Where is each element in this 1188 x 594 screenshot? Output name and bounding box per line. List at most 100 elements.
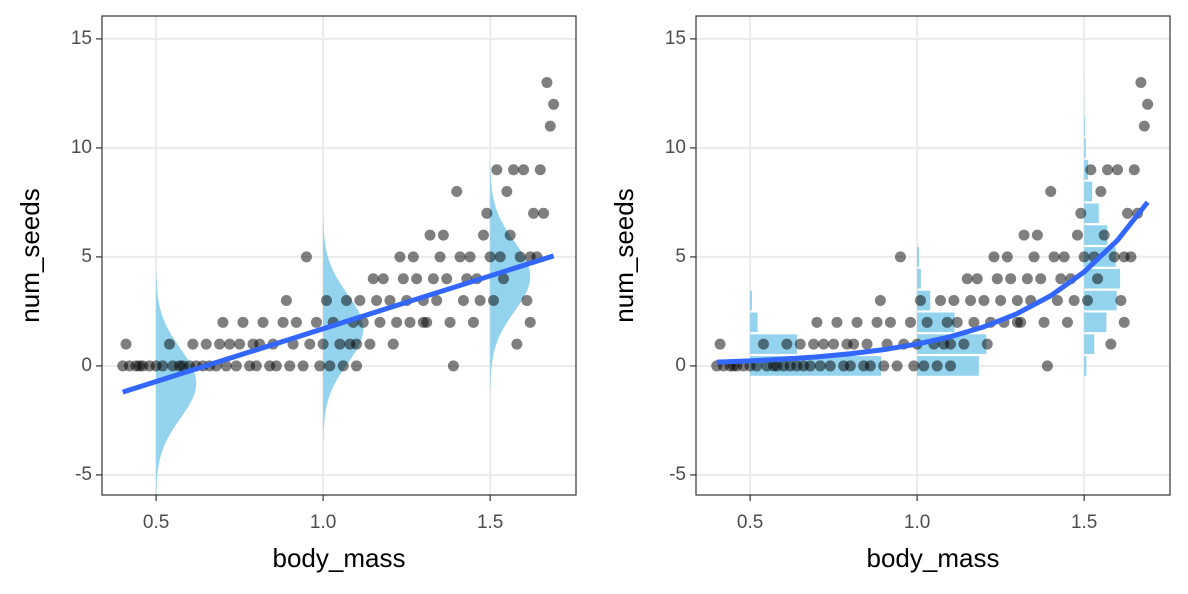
point <box>457 295 469 307</box>
probability-bar <box>750 312 758 333</box>
point <box>1095 186 1107 198</box>
x-tick-label: 1.0 <box>904 512 930 533</box>
point <box>280 295 292 307</box>
density <box>490 164 531 389</box>
probability-bar <box>1084 356 1087 376</box>
fit-line <box>716 200 1150 365</box>
point <box>548 98 560 110</box>
point <box>1011 316 1023 328</box>
point <box>1031 229 1043 241</box>
point <box>824 360 836 372</box>
point <box>828 338 840 350</box>
point <box>1018 229 1030 241</box>
point <box>1038 316 1050 328</box>
y-tick-label: 10 <box>665 137 686 158</box>
point <box>431 295 443 307</box>
point <box>504 229 516 241</box>
point <box>314 360 326 372</box>
probability-bar <box>1084 225 1108 245</box>
point <box>257 316 269 328</box>
point <box>324 360 336 372</box>
point <box>284 360 296 372</box>
point <box>187 338 199 350</box>
x-tick-label: 1.5 <box>477 512 503 533</box>
point <box>904 316 916 328</box>
point <box>1078 251 1090 263</box>
point <box>1061 316 1073 328</box>
point <box>1115 295 1127 307</box>
point <box>351 360 363 372</box>
point <box>498 273 510 285</box>
density <box>323 217 364 441</box>
y-tick-label: 10 <box>71 137 92 158</box>
point <box>230 360 242 372</box>
point <box>481 207 493 219</box>
point <box>384 295 396 307</box>
point <box>234 338 246 350</box>
probability-bar <box>1084 138 1086 158</box>
point <box>477 229 489 241</box>
point <box>965 295 977 307</box>
point <box>434 251 446 263</box>
point <box>494 251 506 263</box>
point <box>451 186 463 198</box>
point <box>501 186 513 198</box>
point <box>988 251 1000 263</box>
x-tick-label: 0.5 <box>143 512 169 533</box>
point <box>981 338 993 350</box>
point <box>528 207 540 219</box>
panel: 0.5 1.0 1.5 -5 0 5 10 15 body_mass num_seeds <box>15 15 577 573</box>
point <box>464 251 476 263</box>
point <box>814 360 826 372</box>
point <box>864 360 876 372</box>
point <box>945 360 957 372</box>
point <box>454 251 466 263</box>
point <box>1108 251 1120 263</box>
point <box>1058 251 1070 263</box>
point <box>1005 273 1017 285</box>
probability-bar <box>1084 116 1085 136</box>
point <box>991 273 1003 285</box>
point <box>1048 251 1060 263</box>
probability-bar <box>1084 203 1099 224</box>
x-axis-label: body_mass <box>867 543 1000 573</box>
point <box>811 316 823 328</box>
point <box>474 295 486 307</box>
point <box>224 338 236 350</box>
point <box>851 316 863 328</box>
point <box>297 360 309 372</box>
point <box>290 316 302 328</box>
point <box>1055 273 1067 285</box>
y-axis-label: num_seeds <box>15 188 45 322</box>
point <box>844 360 856 372</box>
point <box>894 251 906 263</box>
point <box>757 338 769 350</box>
point <box>818 338 830 350</box>
point <box>1021 273 1033 285</box>
point <box>861 338 873 350</box>
point <box>848 338 860 350</box>
point <box>447 360 459 372</box>
y-tick-label: 5 <box>675 246 686 267</box>
y-tick-label: -5 <box>669 464 686 485</box>
point <box>941 316 953 328</box>
y-axis-label: num_seeds <box>609 188 639 322</box>
point <box>958 338 970 350</box>
probability-bar <box>1084 290 1117 311</box>
point <box>1001 251 1013 263</box>
point <box>337 360 349 372</box>
point <box>1138 120 1150 132</box>
point <box>961 273 973 285</box>
point <box>1085 164 1097 176</box>
point <box>935 295 947 307</box>
x-tick-label: 1.0 <box>310 512 336 533</box>
point <box>277 316 289 328</box>
point <box>1068 295 1080 307</box>
point <box>1105 338 1117 350</box>
point <box>424 229 436 241</box>
point <box>971 273 983 285</box>
point <box>484 251 496 263</box>
point <box>437 229 449 241</box>
y-tick-label: 15 <box>665 28 686 49</box>
point <box>931 360 943 372</box>
